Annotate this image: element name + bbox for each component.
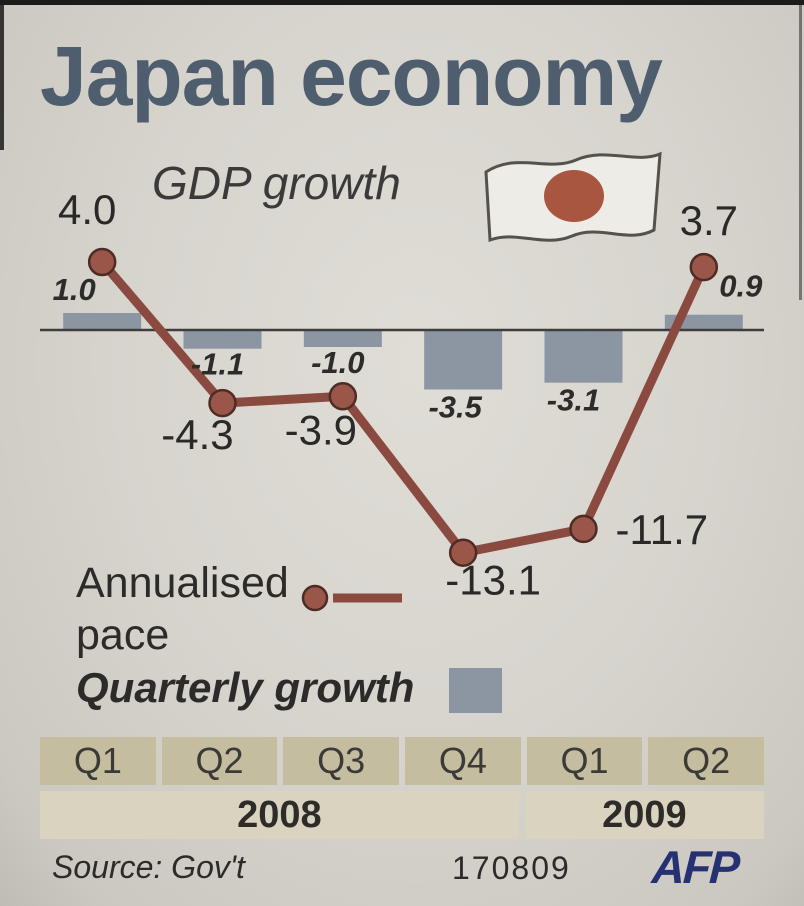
value-label-quarterly-q2-2009: 0.9 [719,269,763,304]
value-label-annualised-q2-2009: 3.7 [680,197,738,244]
quarter-cell-5: Q2 [648,737,765,785]
quarter-axis-row: Q1 Q2 Q3 Q4 Q1 Q2 [40,737,765,785]
value-label-quarterly-q4-2008: -3.5 [428,390,482,425]
value-label-annualised-q2-2008: -4.3 [161,411,233,458]
year-cell-2009: 2009 [524,791,764,839]
legend-quarterly-label: Quarterly growth [76,664,415,711]
legend-annualised-label-line2: pace [76,610,170,659]
line-point-q4-2008 [448,538,478,567]
line-point-q1-2009 [569,514,598,544]
quarter-cell-4: Q1 [526,737,643,785]
gdp-chart: 4.0 -4.3 -3.9 -13.1 -11.7 3.7 1.0 -1.1 -1.0 -3.5 -… [40,186,764,604]
legend-annualised: Annualised pace [76,558,289,661]
quarterly-bar-legend-swatch [449,668,502,713]
value-label-annualised-q4-2008: -13.1 [445,557,541,604]
quarter-cell-3: Q4 [405,737,521,785]
line-point-q1-2008 [87,247,117,277]
flag-sun [544,170,604,222]
value-label-quarterly-q3-2008: -1.0 [311,345,364,380]
japan-flag-icon [484,151,662,243]
quarter-cell-1: Q2 [161,737,278,785]
scan-edge-left [0,0,4,150]
bar-q4-2008 [424,330,503,390]
scan-edge-right [799,0,802,300]
date-code: 170809 [452,850,571,886]
line-point-q2-2008 [208,388,237,418]
value-label-quarterly-q1-2008: 1.0 [53,272,96,307]
annualised-line-legend-icon [301,584,402,612]
bar-q1-2008 [63,313,142,330]
scan-edge-bottom [0,0,804,5]
line-point-q2-2009 [689,252,719,282]
bar-q3-2008 [303,330,382,347]
page-title: Japan economy [40,29,663,123]
legend-annualised-label-line1: Annualised [76,559,289,607]
value-label-quarterly-q2-2008: -1.1 [191,347,244,382]
line-point-q3-2008 [328,382,358,411]
year-cell-2008: 2008 [40,791,519,839]
value-label-annualised-q1-2009: -11.7 [615,506,708,553]
year-axis-row: 2008 2009 [40,791,764,839]
bar-q2-2008 [183,330,262,349]
legend-line-dot [301,584,329,612]
afp-logo: AFP [650,841,740,893]
value-label-annualised-q1-2008: 4.0 [58,186,116,233]
annualised-line [97,257,709,558]
value-label-quarterly-q1-2009: -3.1 [547,383,600,418]
quarter-cell-0: Q1 [40,737,156,785]
chart-title: GDP growth [152,157,401,209]
source-label: Source: Gov't [52,849,245,885]
bar-q1-2009 [544,330,623,383]
quarter-cell-2: Q3 [283,737,400,785]
value-label-annualised-q3-2008: -3.9 [285,406,357,453]
